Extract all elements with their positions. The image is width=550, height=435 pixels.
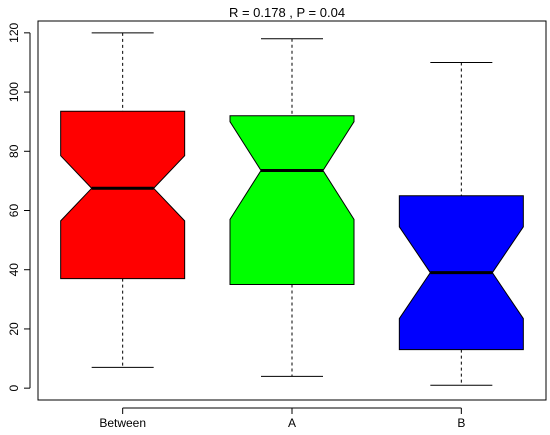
box-body bbox=[229, 115, 355, 286]
x-axis: Between A B bbox=[99, 407, 465, 430]
chart-title: R = 0.178 , P = 0.04 bbox=[229, 5, 345, 20]
y-tick-label: 0 bbox=[7, 385, 21, 392]
y-axis: 0 20 40 60 80 100 120 bbox=[7, 23, 31, 392]
x-tick-label: B bbox=[457, 416, 465, 430]
y-tick-label: 60 bbox=[7, 204, 21, 218]
box-b bbox=[398, 61, 524, 386]
y-tick-label: 100 bbox=[7, 82, 21, 102]
x-tick-label: Between bbox=[99, 416, 146, 430]
y-tick-label: 80 bbox=[7, 144, 21, 158]
boxes-group bbox=[60, 32, 524, 386]
box-body bbox=[60, 110, 186, 280]
y-tick-label: 20 bbox=[7, 322, 21, 336]
x-tick-label: A bbox=[288, 416, 296, 430]
box-between bbox=[60, 32, 186, 368]
plot-frame bbox=[37, 20, 547, 401]
y-tick-label: 40 bbox=[7, 263, 21, 277]
box-a bbox=[229, 38, 355, 377]
y-tick-label: 120 bbox=[7, 23, 21, 43]
